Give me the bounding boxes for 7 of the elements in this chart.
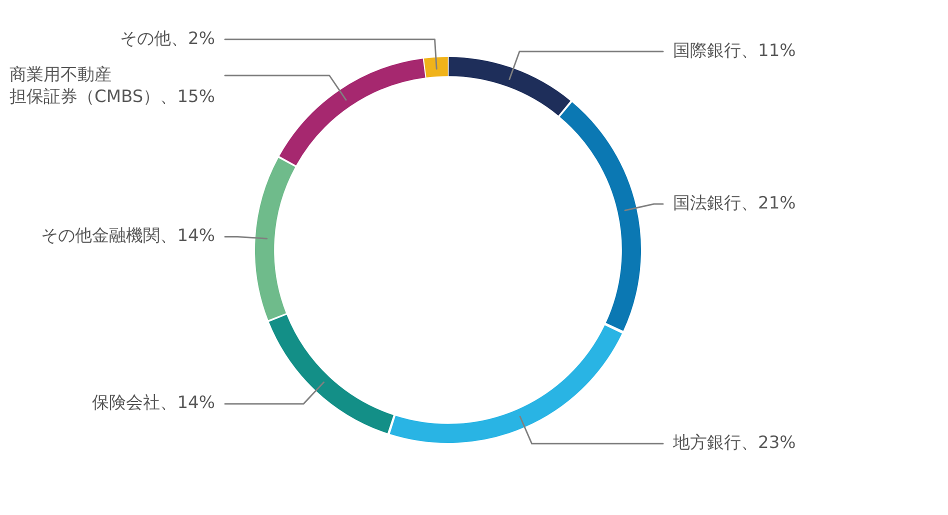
slice-label: 地方銀行、23% <box>672 433 796 454</box>
slice-label: 国法銀行、21% <box>673 193 796 214</box>
slice-label: その他金融機関、14% <box>41 226 216 246</box>
slice-label: 国際銀行、11% <box>673 40 796 61</box>
slice-label: 商業用不動産担保証券（CMBS）、15% <box>10 64 216 107</box>
slice-label: その他、2% <box>120 28 216 49</box>
slice-label: 保険会社、14% <box>92 393 216 414</box>
